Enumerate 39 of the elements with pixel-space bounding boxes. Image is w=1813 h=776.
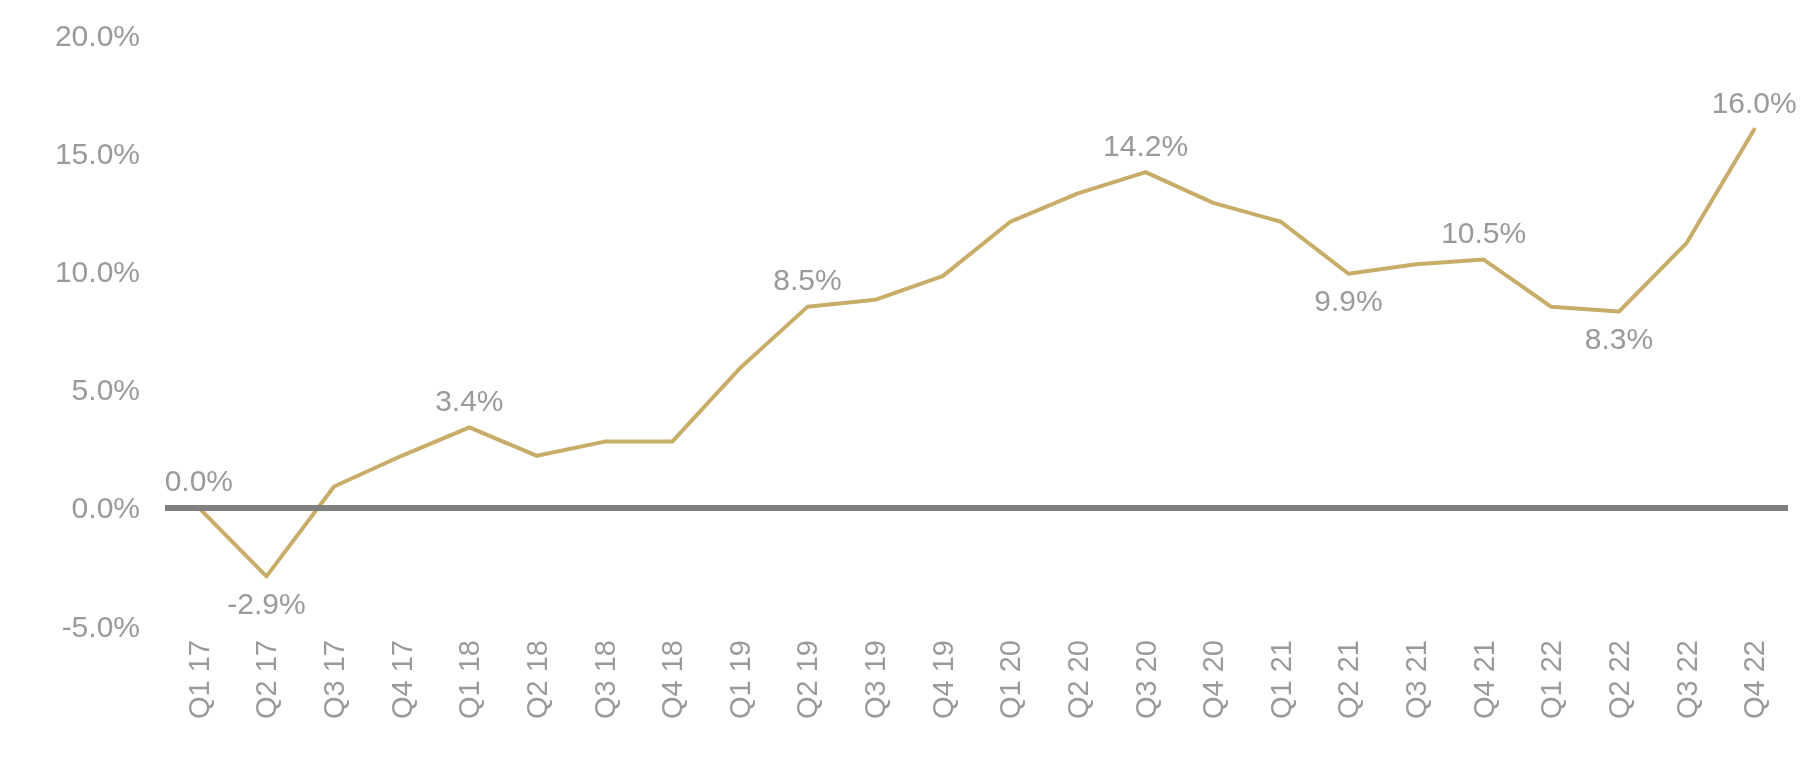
x-tick-label: Q1 18 [453, 640, 486, 719]
x-tick-label: Q3 21 [1400, 640, 1433, 719]
x-tick-label: Q1 22 [1535, 640, 1568, 719]
x-tick-label: Q2 22 [1602, 640, 1635, 719]
x-tick-label: Q4 19 [926, 640, 959, 719]
data-label: 8.5% [773, 263, 842, 297]
x-tick-label: Q4 18 [656, 640, 689, 719]
x-tick-label: Q3 18 [588, 640, 621, 719]
x-tick-label: Q3 22 [1670, 640, 1703, 719]
x-tick-label: Q2 17 [250, 640, 283, 719]
x-tick-label: Q1 17 [182, 640, 215, 719]
x-tick-label: Q4 21 [1467, 640, 1500, 719]
x-tick-label: Q2 19 [791, 640, 824, 719]
data-label: 0.0% [164, 464, 234, 498]
data-label: 3.4% [435, 383, 504, 417]
x-tick-label: Q1 19 [723, 640, 756, 719]
data-label: 14.2% [1103, 128, 1189, 162]
x-tick-label: Q3 20 [1129, 640, 1162, 719]
x-tick-label: Q4 22 [1738, 640, 1771, 719]
y-tick-label: -5.0% [61, 609, 140, 643]
y-tick-label: 20.0% [54, 18, 140, 52]
data-label: 16.0% [1711, 86, 1797, 120]
y-tick-label: 10.0% [54, 254, 140, 288]
x-tick-label: Q3 19 [859, 640, 892, 719]
data-label: 8.3% [1584, 322, 1654, 356]
x-tick-label: Q4 20 [1197, 640, 1230, 719]
x-tick-label: Q1 20 [994, 640, 1027, 719]
x-tick-label: Q3 17 [318, 640, 351, 719]
x-tick-label: Q1 21 [1264, 640, 1297, 719]
data-label: 10.5% [1441, 216, 1527, 250]
x-tick-label: Q4 17 [385, 640, 418, 719]
x-tick-label: Q2 21 [1332, 640, 1365, 719]
x-tick-label: Q2 20 [1061, 640, 1094, 719]
y-tick-label: 0.0% [71, 491, 140, 525]
x-tick-label: Q2 18 [520, 640, 553, 719]
data-label: 9.9% [1314, 284, 1383, 318]
y-tick-label: 5.0% [71, 373, 140, 407]
data-label: -2.9% [227, 586, 306, 620]
y-tick-label: 15.0% [54, 136, 140, 170]
